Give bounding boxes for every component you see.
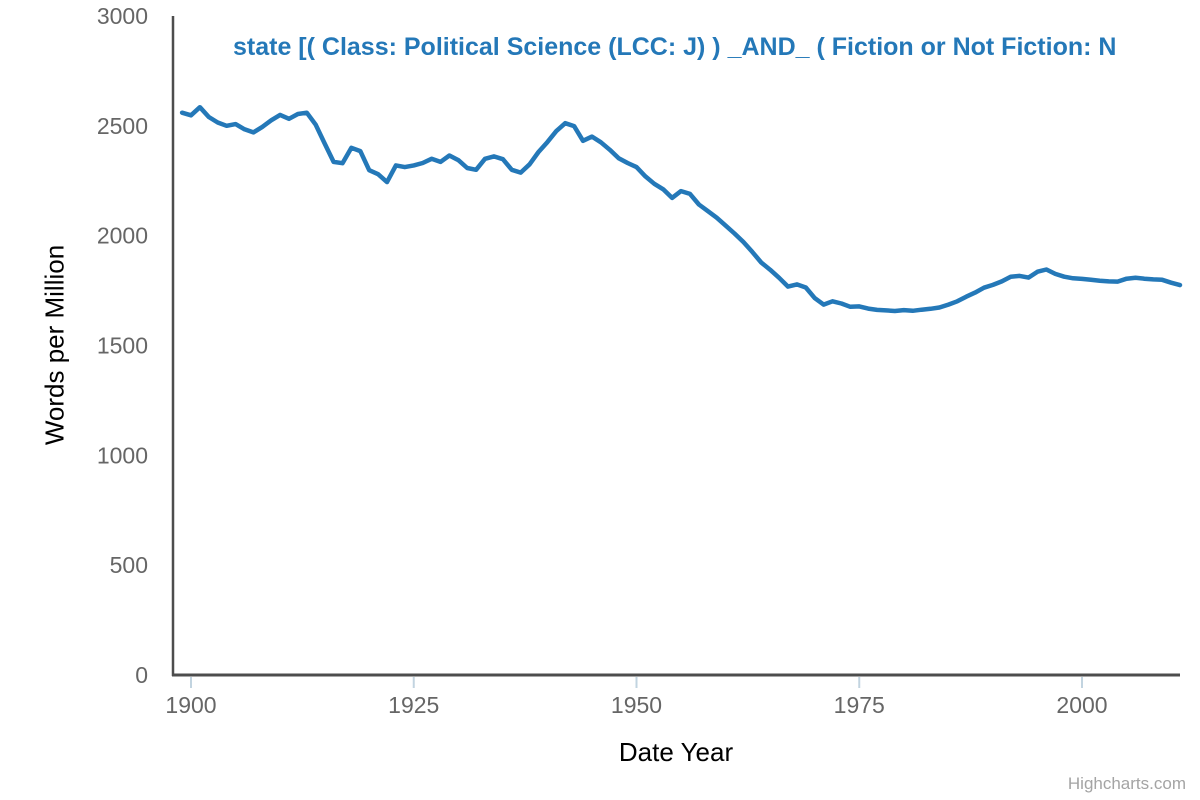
series-line[interactable] — [179, 104, 1183, 314]
y-tick-label: 1000 — [97, 442, 148, 468]
x-tick-label: 2000 — [1056, 692, 1107, 718]
y-tick-label: 0 — [135, 662, 148, 688]
y-axis-title: Words per Million — [39, 244, 70, 446]
y-tick-label: 3000 — [97, 3, 148, 29]
y-tick-label: 2500 — [97, 113, 148, 139]
x-tick-label: 1925 — [388, 692, 439, 718]
y-tick-label: 2000 — [97, 223, 148, 249]
y-tick-label: 500 — [110, 552, 148, 578]
x-axis-title: Date Year — [618, 737, 734, 767]
y-tick-label: 1500 — [97, 333, 148, 359]
x-tick-label: 1950 — [611, 692, 662, 718]
highcharts-credit-link[interactable]: Highcharts.com — [1067, 774, 1186, 793]
x-tick-label: 1975 — [834, 692, 885, 718]
chart-title: state [( Class: Political Science (LCC: … — [233, 33, 1117, 61]
x-tick-label: 1900 — [165, 692, 216, 718]
